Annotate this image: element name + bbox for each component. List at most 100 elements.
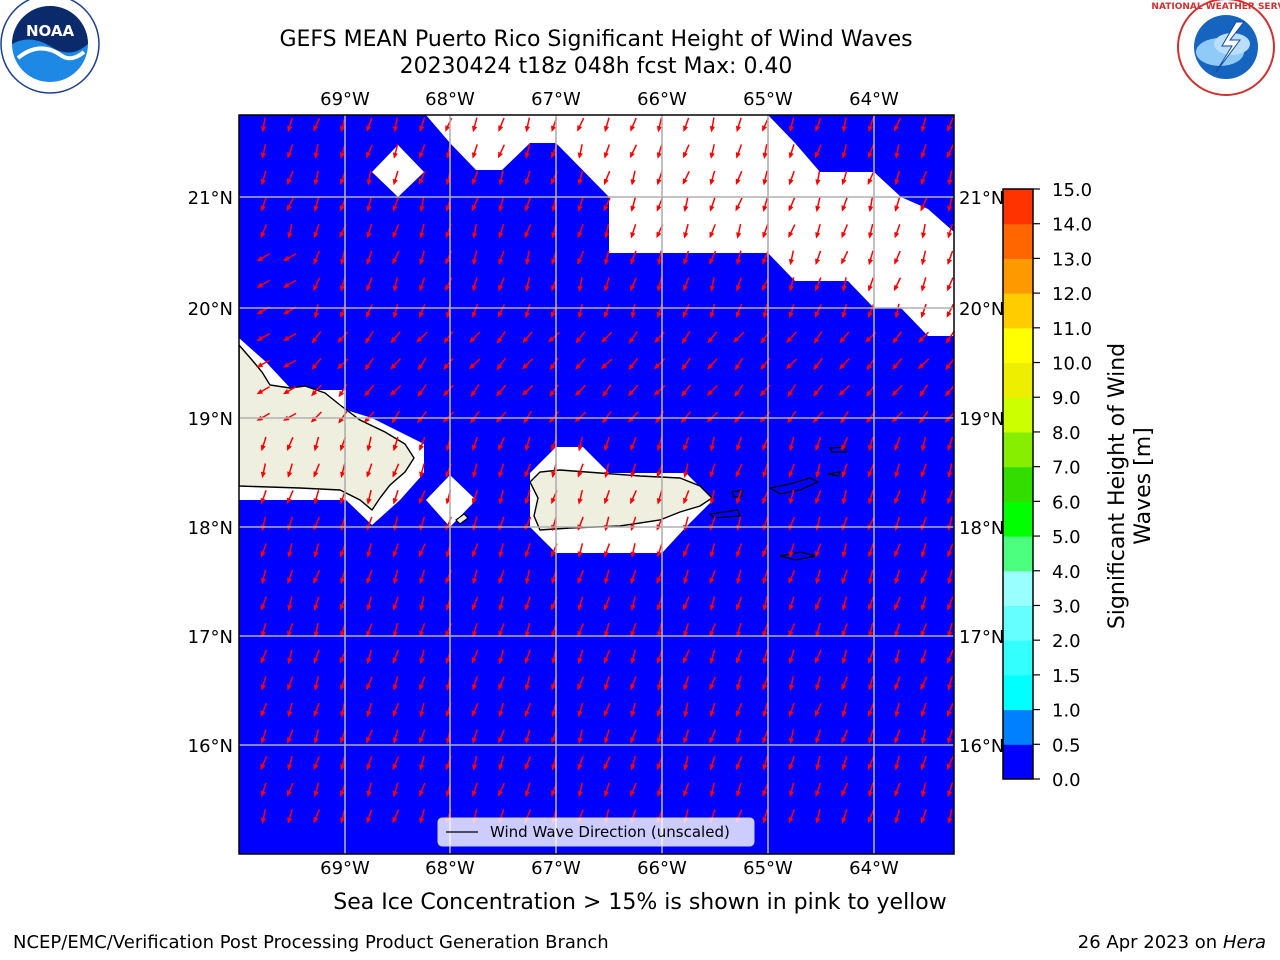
wave-direction-arrow	[762, 170, 768, 186]
wave-direction-arrow	[471, 303, 479, 319]
wave-direction-arrow	[893, 277, 902, 292]
wave-direction-arrow	[287, 569, 294, 585]
wave-direction-arrow	[656, 676, 663, 691]
wave-direction-arrow	[788, 197, 796, 212]
wave-direction-arrow	[815, 569, 821, 585]
colorbar-segment	[1003, 536, 1033, 572]
lat-tick-label: 16°N	[188, 736, 233, 757]
wave-direction-arrow	[814, 303, 822, 318]
wave-direction-arrow	[762, 729, 769, 744]
wave-direction-arrow	[734, 357, 744, 371]
wave-direction-arrow	[840, 410, 849, 424]
wave-direction-arrow	[419, 649, 425, 665]
wave-direction-arrow	[524, 543, 531, 558]
wave-direction-arrow	[365, 330, 374, 344]
wave-direction-arrow	[841, 250, 849, 265]
wave-direction-arrow	[920, 782, 927, 798]
wave-direction-arrow	[762, 463, 769, 478]
lat-tick-label: 16°N	[959, 736, 1004, 757]
wave-direction-arrow	[575, 358, 586, 370]
wave-direction-arrow	[788, 702, 795, 718]
lon-tick-label: 66°W	[637, 89, 687, 110]
wave-direction-arrow	[524, 170, 531, 186]
wave-direction-arrow	[867, 463, 875, 478]
wave-direction-arrow	[762, 596, 768, 612]
wave-direction-arrow	[524, 463, 532, 478]
wave-direction-arrow	[788, 596, 795, 611]
wave-direction-arrow	[392, 543, 399, 558]
wave-direction-arrow	[366, 569, 373, 585]
wave-direction-arrow	[471, 702, 479, 717]
wave-direction-arrow	[392, 144, 399, 159]
wave-direction-arrow	[683, 490, 690, 505]
colorbar-segment	[1003, 362, 1033, 398]
wave-direction-arrow	[472, 250, 478, 266]
wave-direction-arrow	[363, 411, 375, 423]
wave-direction-arrow	[471, 543, 479, 558]
wave-direction-arrow	[366, 489, 372, 505]
wave-direction-arrow	[735, 463, 743, 478]
wave-direction-arrow	[577, 197, 584, 212]
wave-direction-arrow	[894, 436, 901, 452]
colorbar-segment	[1003, 605, 1033, 641]
wave-direction-arrow	[656, 436, 663, 452]
wave-direction-arrow	[472, 569, 478, 585]
colorbar-label: Significant Height of Wind Waves [m]	[1105, 342, 1156, 630]
wave-direction-arrow	[733, 331, 745, 343]
wave-direction-arrow	[260, 170, 267, 186]
wave-direction-arrow	[706, 384, 718, 396]
wave-direction-arrow	[260, 756, 268, 771]
wave-direction-arrow	[419, 277, 426, 292]
wave-direction-arrow	[577, 756, 584, 771]
wave-direction-arrow	[549, 384, 559, 397]
wave-direction-arrow	[577, 303, 583, 319]
colorbar-tick-label: 13.0	[1052, 249, 1092, 270]
wave-direction-arrow	[366, 463, 373, 478]
wave-direction-arrow	[287, 463, 294, 478]
wave-direction-arrow	[313, 702, 320, 718]
wave-direction-arrow	[656, 489, 663, 505]
wave-direction-arrow	[815, 170, 821, 186]
wave-direction-arrow	[603, 702, 611, 717]
wave-direction-arrow	[313, 463, 320, 478]
wave-direction-arrow	[392, 489, 399, 505]
wave-direction-arrow	[762, 702, 768, 718]
wave-direction-arrow	[656, 117, 663, 133]
wave-direction-arrow	[524, 277, 531, 292]
lon-tick-label: 68°W	[425, 89, 475, 110]
wave-direction-arrow	[313, 649, 320, 664]
wave-direction-arrow	[920, 170, 928, 186]
wave-direction-arrow	[575, 331, 586, 344]
wave-direction-arrow	[366, 223, 373, 239]
run-date: 26 Apr 2023 on Hera	[1078, 932, 1266, 953]
wave-direction-arrow	[417, 357, 427, 371]
wave-direction-arrow	[734, 384, 744, 397]
colorbar-segment	[1003, 709, 1033, 745]
wave-direction-arrow	[603, 197, 611, 212]
wave-direction-arrow	[577, 117, 585, 132]
wave-direction-arrow	[260, 197, 267, 212]
wave-direction-arrow	[472, 117, 478, 133]
wave-direction-arrow	[419, 117, 426, 133]
lon-tick-label: 67°W	[531, 858, 581, 879]
wave-direction-arrow	[602, 384, 612, 397]
wave-direction-arrow	[603, 144, 611, 159]
wave-direction-arrow	[815, 596, 822, 611]
lat-tick-label: 21°N	[188, 188, 233, 209]
wave-direction-arrow	[313, 756, 320, 771]
wave-direction-arrow	[261, 117, 267, 133]
wave-direction-arrow	[653, 385, 666, 396]
wave-direction-arrow	[627, 411, 639, 423]
wave-direction-arrow	[310, 411, 322, 423]
wave-direction-arrow	[815, 223, 821, 239]
wave-direction-arrow	[603, 649, 611, 664]
wave-direction-arrow	[813, 357, 823, 371]
wave-direction-arrow	[788, 303, 795, 319]
lon-ticks-bottom: 69°W 68°W 67°W 66°W 65°W 64°W	[320, 858, 899, 879]
wave-direction-arrow	[260, 702, 268, 717]
wave-direction-arrow	[392, 729, 399, 744]
wave-direction-arrow	[894, 649, 900, 665]
wave-direction-arrow	[841, 782, 849, 797]
wave-direction-arrow	[283, 279, 297, 288]
wave-direction-arrow	[891, 384, 903, 397]
